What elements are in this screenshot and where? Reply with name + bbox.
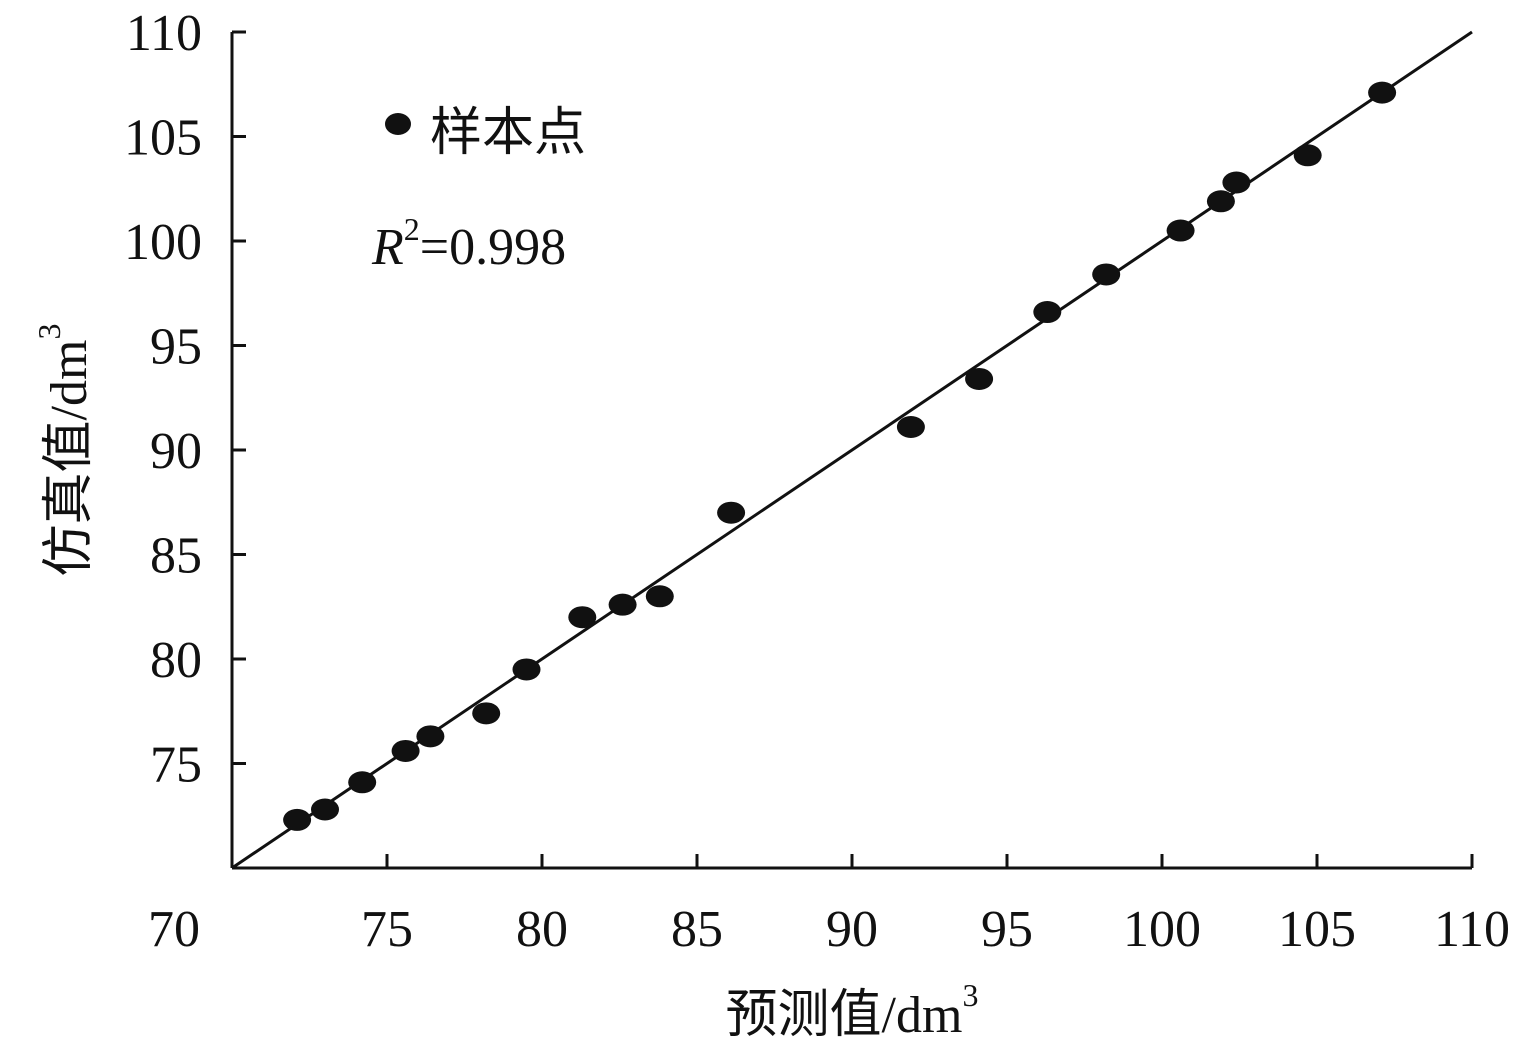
data-point <box>1033 301 1062 324</box>
data-point <box>348 771 377 794</box>
x-tick-label: 80 <box>516 901 568 958</box>
data-point <box>1206 190 1235 213</box>
data-point <box>965 367 994 390</box>
data-point <box>1293 144 1322 167</box>
data-point <box>311 798 339 821</box>
y-tick-label: 100 <box>124 214 202 271</box>
x-tick-label: 85 <box>671 901 723 958</box>
data-point <box>416 725 445 748</box>
x-axis-title-sup: 3 <box>962 977 978 1013</box>
y-axis-title: 仿真值/dm3 <box>31 324 98 577</box>
r-squared-annotation: R2=0.998 <box>371 211 566 276</box>
data-point <box>512 658 541 681</box>
data-point <box>717 501 746 524</box>
x-tick-label: 100 <box>1123 901 1201 958</box>
data-point <box>1166 219 1195 242</box>
y-tick-label: 105 <box>124 110 202 167</box>
y-tick-label: 75 <box>150 737 202 794</box>
y-tick-label: 80 <box>150 632 202 689</box>
y-axis-title-text: 仿真值/dm <box>41 340 98 577</box>
x-axis-title-text: 预测值/dm <box>726 987 963 1044</box>
data-points <box>283 81 1397 831</box>
data-point <box>1368 81 1397 104</box>
data-point <box>1222 171 1251 194</box>
r-superscript: 2 <box>404 211 420 247</box>
legend-label: 样本点 <box>430 105 586 162</box>
x-tick-label: 90 <box>826 901 878 958</box>
data-point <box>283 808 312 831</box>
x-tick-label: 70 <box>148 901 200 958</box>
x-tick-label: 105 <box>1278 901 1356 958</box>
data-point <box>645 585 674 608</box>
legend: 样本点 <box>385 105 586 162</box>
y-tick-label: 95 <box>150 319 202 376</box>
data-point <box>896 416 925 439</box>
legend-marker <box>385 113 411 135</box>
y-tick-label: 110 <box>126 5 202 62</box>
y-tick-label: 90 <box>150 423 202 480</box>
r-symbol: R <box>371 219 404 276</box>
data-point <box>568 606 597 629</box>
y-axis-title-sup: 3 <box>31 324 67 340</box>
x-tick-label: 75 <box>361 901 413 958</box>
data-point <box>608 593 637 616</box>
x-axis-title: 预测值/dm3 <box>726 977 979 1044</box>
data-point <box>391 739 420 762</box>
data-point <box>1092 263 1121 286</box>
x-tick-label: 95 <box>981 901 1033 958</box>
x-tick-label: 110 <box>1434 901 1510 958</box>
fit-line <box>231 30 1473 870</box>
y-tick-label: 85 <box>150 528 202 585</box>
x-ticks: 70 75 80 85 90 95 100 105 110 <box>148 854 1510 958</box>
r-value: =0.998 <box>420 219 566 276</box>
data-point <box>472 702 501 725</box>
y-ticks: 75 80 85 90 95 100 105 110 <box>124 5 246 794</box>
